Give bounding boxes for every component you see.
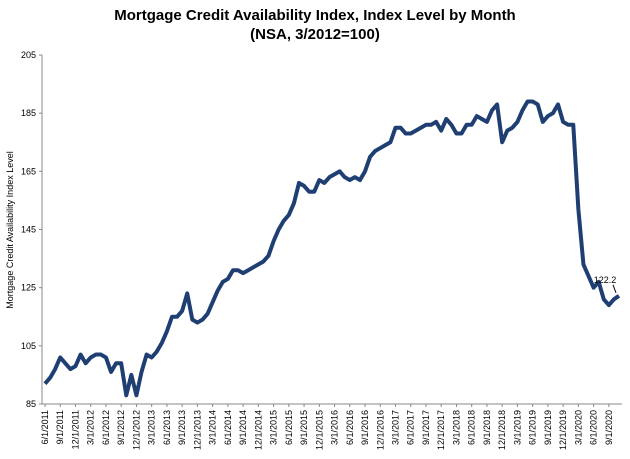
- x-tick-label: 12/1/2017: [436, 410, 446, 450]
- x-tick-label: 6/1/2013: [162, 410, 172, 445]
- x-tick-label: 12/1/2019: [558, 410, 568, 450]
- x-tick-label: 9/1/2011: [55, 410, 65, 444]
- series-line: [43, 99, 621, 398]
- x-tick-label: 6/1/2019: [528, 410, 538, 445]
- x-tick-label: 6/1/2014: [223, 410, 233, 445]
- chart-subtitle: (NSA, 3/2012=100): [250, 26, 380, 43]
- x-tick-label: 6/1/2012: [101, 410, 111, 445]
- x-tick-label: 9/1/2013: [177, 410, 187, 445]
- y-axis-title: Mortgage Credit Availability Index Level: [5, 151, 15, 308]
- x-tick-label: 3/1/2020: [573, 410, 583, 445]
- data-label-leader: [612, 284, 617, 293]
- x-tick-label: 6/1/2020: [589, 410, 599, 445]
- x-tick-label: 3/1/2019: [512, 410, 522, 445]
- y-tick-label: 165: [21, 166, 36, 176]
- x-tick-label: 9/1/2017: [421, 410, 431, 445]
- x-tick-label: 3/1/2012: [86, 410, 96, 445]
- x-tick-label: 3/1/2016: [330, 410, 340, 445]
- x-tick-label: 3/1/2013: [147, 410, 157, 445]
- x-tick-label: 3/1/2017: [390, 410, 400, 445]
- x-tick-label: 12/1/2016: [375, 410, 385, 450]
- x-tick-label: 6/1/2011: [40, 410, 50, 444]
- x-tick-label: 3/1/2018: [451, 410, 461, 445]
- y-tick-label: 205: [21, 50, 36, 60]
- data-label: 122.2: [594, 275, 617, 285]
- x-tick-label: 9/1/2016: [360, 410, 370, 445]
- x-tick-label: 9/1/2020: [604, 410, 614, 445]
- x-tick-label: 12/1/2018: [497, 410, 507, 450]
- x-tick-label: 3/1/2015: [269, 410, 279, 445]
- x-tick-label: 3/1/2014: [208, 410, 218, 445]
- x-tick-label: 6/1/2015: [284, 410, 294, 445]
- x-tick-label: 9/1/2012: [116, 410, 126, 445]
- x-tick-label: 9/1/2018: [482, 410, 492, 445]
- y-tick-label: 85: [26, 399, 36, 409]
- chart-title: Mortgage Credit Availability Index, Inde…: [114, 7, 515, 24]
- y-tick-label: 105: [21, 341, 36, 351]
- x-tick-label: 9/1/2019: [543, 410, 553, 445]
- x-tick-label: 6/1/2017: [406, 410, 416, 445]
- y-tick-label: 145: [21, 225, 36, 235]
- x-tick-label: 6/1/2018: [467, 410, 477, 445]
- x-tick-label: 12/1/2014: [253, 410, 263, 450]
- x-tick-label: 12/1/2012: [131, 410, 141, 450]
- x-tick-label: 9/1/2015: [299, 410, 309, 445]
- x-tick-label: 12/1/2015: [314, 410, 324, 450]
- y-tick-label: 125: [21, 283, 36, 293]
- y-tick-label: 185: [21, 108, 36, 118]
- x-tick-label: 12/1/2011: [70, 410, 80, 449]
- x-tick-label: 6/1/2016: [345, 410, 355, 445]
- x-tick-label: 9/1/2014: [238, 410, 248, 445]
- x-tick-label: 12/1/2013: [192, 410, 202, 450]
